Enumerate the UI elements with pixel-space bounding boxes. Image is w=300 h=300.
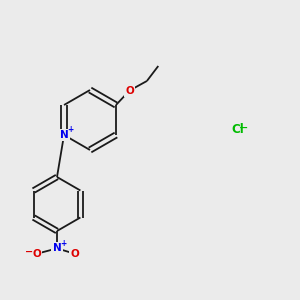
Text: O: O: [32, 249, 41, 259]
Text: −: −: [238, 122, 248, 133]
Text: N: N: [60, 130, 68, 140]
Text: Cl: Cl: [231, 122, 244, 136]
Text: −: −: [25, 247, 34, 257]
Text: O: O: [70, 249, 80, 259]
Text: O: O: [125, 85, 134, 96]
Text: +: +: [60, 239, 66, 248]
Text: +: +: [67, 125, 73, 134]
Text: N: N: [52, 243, 62, 254]
